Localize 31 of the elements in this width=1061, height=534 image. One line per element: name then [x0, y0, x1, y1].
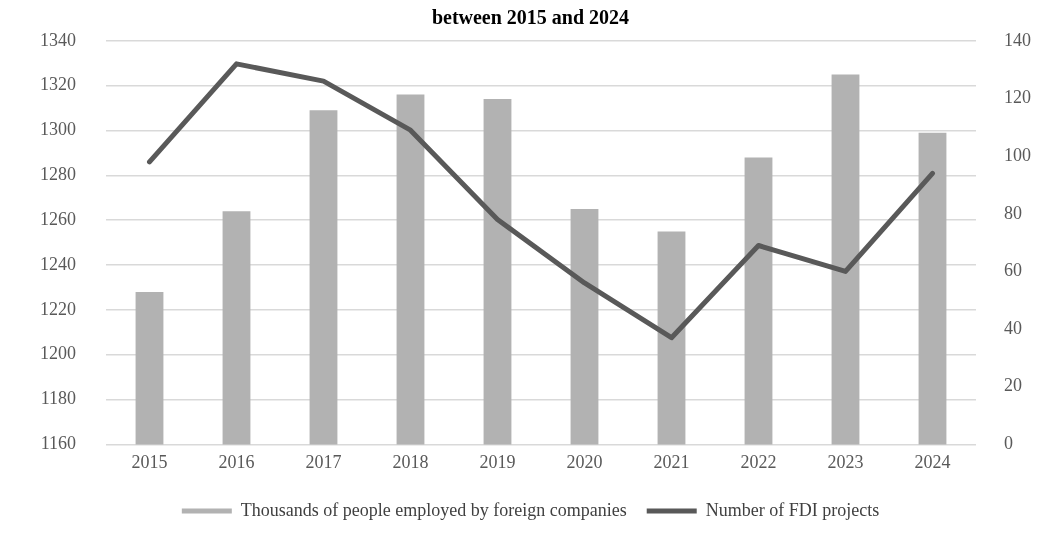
legend-label: Number of FDI projects	[705, 499, 880, 520]
y-tick-label: 1220	[40, 298, 76, 319]
x-tick-label: 2020	[566, 451, 603, 472]
y2-tick-label: 120	[1004, 87, 1031, 108]
y2-tick-label: 80	[1004, 202, 1022, 223]
x-tick-label: 2024	[914, 451, 951, 472]
y2-tick-label: 60	[1004, 260, 1022, 281]
legend-label: Thousands of people employed by foreign companies	[240, 499, 627, 520]
y-tick-label: 1160	[40, 433, 76, 454]
y-tick-label: 1300	[40, 119, 76, 140]
x-tick-label: 2017	[305, 451, 342, 472]
y-tick-label: 1280	[40, 164, 76, 185]
y-tick-label: 1260	[40, 208, 76, 229]
x-tick-label: 2015	[131, 451, 168, 472]
y-tick-label: 1340	[40, 29, 76, 50]
y2-tick-label: 0	[1004, 433, 1013, 454]
x-tick-label: 2019	[479, 451, 516, 472]
y2-tick-label: 100	[1004, 144, 1031, 165]
y-tick-label: 1200	[40, 343, 76, 364]
y2-tick-label: 40	[1004, 317, 1022, 338]
x-tick-label: 2023	[827, 451, 864, 472]
x-tick-label: 2016	[218, 451, 255, 472]
y-tick-label: 1320	[40, 74, 76, 95]
x-tick-label: 2018	[392, 451, 429, 472]
y2-tick-label: 140	[1004, 29, 1031, 50]
chart-title: between 2015 and 2024	[431, 5, 630, 28]
y-tick-label: 1240	[40, 253, 76, 274]
x-tick-label: 2021	[653, 451, 690, 472]
y2-tick-label: 20	[1004, 375, 1022, 396]
y-tick-label: 1180	[40, 388, 76, 409]
x-tick-label: 2022	[740, 451, 777, 472]
